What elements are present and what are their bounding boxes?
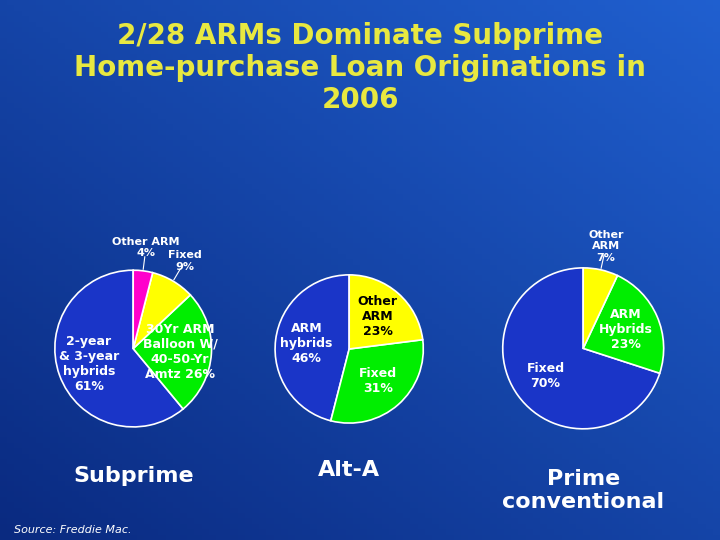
Wedge shape xyxy=(133,270,153,348)
Wedge shape xyxy=(133,295,212,409)
Text: Other ARM
4%: Other ARM 4% xyxy=(112,237,180,258)
Wedge shape xyxy=(330,340,423,423)
Text: Alt-A: Alt-A xyxy=(318,460,380,480)
Text: Fixed
9%: Fixed 9% xyxy=(168,250,202,272)
Text: 2/28 ARMs Dominate Subprime
Home-purchase Loan Originations in
2006: 2/28 ARMs Dominate Subprime Home-purchas… xyxy=(74,22,646,114)
Wedge shape xyxy=(583,275,664,373)
Text: Fixed
70%: Fixed 70% xyxy=(526,362,564,390)
Text: Other
ARM
23%: Other ARM 23% xyxy=(358,295,397,338)
Text: ARM
hybrids
46%: ARM hybrids 46% xyxy=(280,322,333,365)
Wedge shape xyxy=(55,270,183,427)
Wedge shape xyxy=(503,268,660,429)
Text: 30Yr ARM
Balloon W/
40-50-Yr
Amtz 26%: 30Yr ARM Balloon W/ 40-50-Yr Amtz 26% xyxy=(143,322,217,381)
Text: ARM
Hybrids
23%: ARM Hybrids 23% xyxy=(599,308,653,352)
Wedge shape xyxy=(583,268,618,348)
Text: 2-year
& 3-year
hybrids
61%: 2-year & 3-year hybrids 61% xyxy=(59,335,119,394)
Text: Fixed
31%: Fixed 31% xyxy=(359,367,397,395)
Wedge shape xyxy=(133,273,190,348)
Text: Prime
conventional: Prime conventional xyxy=(502,469,665,512)
Text: Other
ARM
7%: Other ARM 7% xyxy=(588,230,624,263)
Text: Subprime: Subprime xyxy=(73,466,194,486)
Text: Source: Freddie Mac.: Source: Freddie Mac. xyxy=(14,524,132,535)
Wedge shape xyxy=(349,275,423,349)
Wedge shape xyxy=(275,275,349,421)
